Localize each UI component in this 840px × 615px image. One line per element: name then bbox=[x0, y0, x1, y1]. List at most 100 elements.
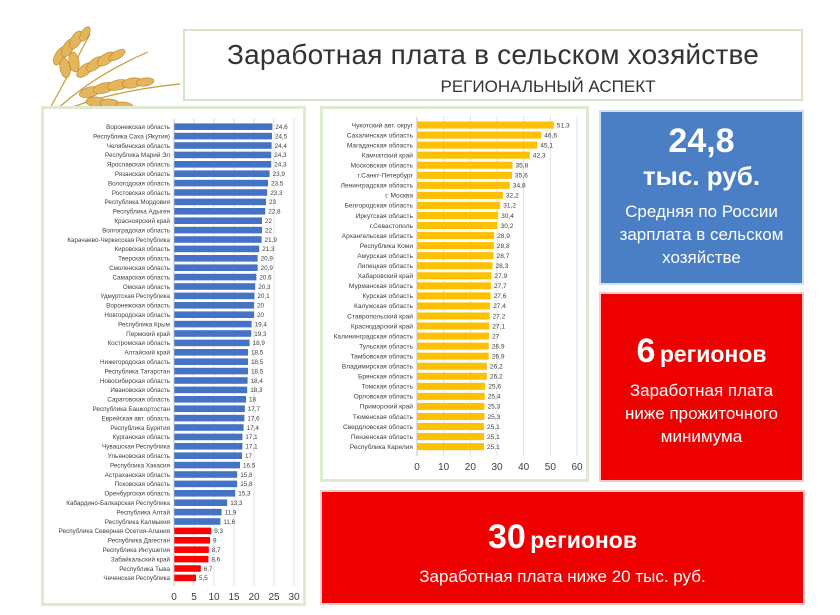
value-label: 18,3 bbox=[250, 387, 263, 394]
value-label: 24,6 bbox=[275, 124, 288, 131]
category-label: Краснодарский край bbox=[351, 322, 413, 330]
category-label: Республика Калмыкия bbox=[105, 518, 170, 526]
value-label: 18,5 bbox=[251, 359, 264, 366]
category-label: Курская область bbox=[362, 292, 413, 300]
category-label: Сахалинская область bbox=[347, 131, 414, 139]
x-tick-label: 10 bbox=[438, 462, 450, 473]
title-box: Заработная плата в сельском хозяйстве РЕ… bbox=[183, 29, 803, 101]
x-tick-label: 25 bbox=[268, 592, 280, 603]
value-label: 18,9 bbox=[253, 340, 266, 347]
bar bbox=[417, 322, 490, 330]
bar bbox=[174, 198, 266, 206]
category-label: Брянская область bbox=[358, 373, 414, 381]
category-label: Тверская область bbox=[118, 255, 171, 263]
bar bbox=[417, 342, 489, 350]
category-label: Чукотский авт. округ bbox=[352, 121, 414, 129]
category-label: Республика Тыва bbox=[119, 565, 170, 573]
category-label: Челябинская область bbox=[107, 142, 171, 150]
bar bbox=[174, 302, 254, 309]
bar bbox=[417, 433, 484, 441]
x-tick-label: 20 bbox=[465, 462, 477, 473]
bar bbox=[417, 282, 491, 290]
bar bbox=[417, 141, 538, 149]
chart-low-wages: 0 5 10 15 20 25 30 Воронежская область 24,6 Респу… bbox=[59, 118, 300, 603]
bar bbox=[417, 232, 495, 240]
category-label: Костромская область bbox=[107, 339, 170, 347]
bar bbox=[417, 332, 489, 340]
category-label: Калужская область bbox=[354, 302, 414, 310]
value-label: 23,3 bbox=[270, 190, 283, 197]
category-label: г.Севастополь bbox=[370, 223, 414, 230]
thirty-regions-card: 30 регионов Заработная плата ниже 20 тыс… bbox=[320, 490, 805, 605]
value-label: 17,6 bbox=[247, 415, 260, 422]
bar bbox=[417, 423, 484, 431]
category-label: Саратовская область bbox=[107, 396, 170, 404]
value-label: 20 bbox=[257, 312, 265, 319]
bar bbox=[417, 262, 493, 270]
category-label: Карачаево-Черкесская Республика bbox=[67, 236, 170, 244]
bar bbox=[174, 377, 248, 384]
category-label: Приморский край bbox=[360, 403, 414, 411]
bar bbox=[174, 311, 254, 318]
bar bbox=[174, 358, 248, 365]
category-label: Самарская область bbox=[113, 273, 171, 281]
x-tick-label: 10 bbox=[208, 592, 220, 603]
category-label: Ульяновская область bbox=[108, 452, 171, 460]
bar bbox=[417, 362, 487, 370]
bar bbox=[174, 320, 252, 328]
wheat-illustration bbox=[47, 26, 181, 119]
value-label: 13,3 bbox=[230, 500, 243, 507]
value-label: 21,9 bbox=[265, 237, 278, 244]
value-label: 20 bbox=[257, 303, 265, 310]
value-label: 24,4 bbox=[275, 143, 288, 150]
bar bbox=[417, 312, 490, 320]
category-label: Республика Мордовия bbox=[105, 198, 171, 206]
value-label: 17,4 bbox=[247, 425, 260, 432]
bar bbox=[174, 264, 258, 271]
value-label: 28,3 bbox=[495, 263, 508, 270]
average-wage-card: 24,8 тыс. руб. Средняя по России зарплат… bbox=[599, 110, 804, 285]
category-label: Республика Бурятия bbox=[110, 424, 170, 432]
category-label: Белгородская область bbox=[345, 202, 414, 210]
value-label: 27,4 bbox=[493, 303, 506, 310]
value-label: 19,3 bbox=[254, 331, 267, 338]
average-wage-value: 24,8 bbox=[668, 122, 735, 160]
x-tick-label: 5 bbox=[191, 592, 197, 603]
bar bbox=[174, 161, 272, 168]
value-label: 20,1 bbox=[257, 293, 270, 300]
category-label: Удмуртская Республика bbox=[100, 292, 170, 300]
bar bbox=[174, 208, 266, 215]
category-label: Новгородская область bbox=[104, 311, 170, 319]
category-label: г. Москва bbox=[385, 193, 413, 200]
bar bbox=[174, 386, 248, 394]
category-label: Пермский край bbox=[126, 330, 170, 338]
page-subtitle: РЕГИОНАЛЬНЫЙ АСПЕКТ bbox=[440, 77, 656, 96]
value-label: 24,3 bbox=[274, 162, 287, 169]
category-label: Кировская область bbox=[115, 245, 171, 253]
category-label: Республика Крым bbox=[118, 320, 170, 328]
value-label: 32,2 bbox=[506, 193, 519, 200]
category-label: Республика Хакасия bbox=[110, 461, 170, 469]
bar bbox=[417, 272, 492, 280]
bar bbox=[174, 170, 270, 177]
category-label: Липецкая область bbox=[357, 262, 413, 270]
bar bbox=[174, 471, 238, 478]
value-label: 25,6 bbox=[488, 384, 501, 391]
category-label: Республика Алтай bbox=[116, 508, 170, 516]
bar bbox=[417, 352, 489, 360]
x-tick-label: 30 bbox=[491, 462, 503, 473]
category-label: Калининградская область bbox=[334, 332, 414, 340]
six-regions-word: регионов bbox=[659, 341, 767, 367]
value-label: 17,1 bbox=[245, 444, 258, 451]
bar bbox=[174, 142, 272, 149]
bar bbox=[174, 424, 244, 431]
bar bbox=[174, 452, 242, 459]
category-label: Тульская область bbox=[359, 342, 413, 350]
value-label: 27,6 bbox=[494, 293, 507, 300]
bar bbox=[174, 443, 243, 450]
value-label: 24,5 bbox=[275, 133, 288, 140]
value-label: 25,1 bbox=[487, 434, 500, 441]
bar bbox=[174, 405, 245, 412]
bar bbox=[174, 339, 250, 347]
value-label: 28,8 bbox=[497, 243, 510, 250]
